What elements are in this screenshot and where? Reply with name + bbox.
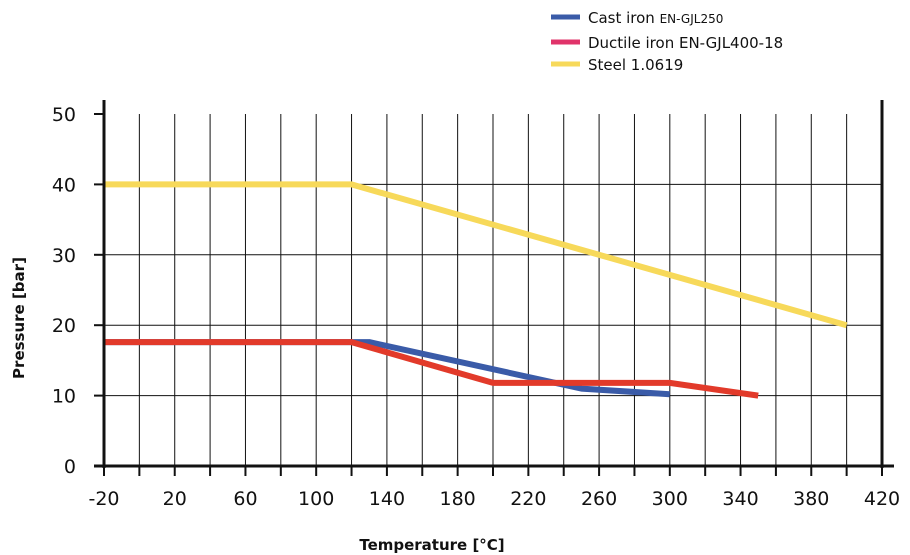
series-line-steel: [104, 181, 848, 329]
x-tick-label: 180: [440, 488, 476, 510]
x-tick-label: 260: [581, 488, 617, 510]
legend: Cast iron EN-GJL250 Ductile iron EN-GJL40…: [551, 9, 783, 74]
legend-item: Steel 1.0619: [551, 56, 683, 74]
tick-labels: -20 20 60 100 140 180 220 260 300 340 380 420 0 10 20 3…: [52, 104, 900, 510]
y-tick-label: 50: [52, 104, 76, 126]
axes: [94, 100, 894, 476]
x-tick-label: 100: [298, 488, 334, 510]
x-tick-label: 220: [510, 488, 546, 510]
x-tick-label: 300: [652, 488, 688, 510]
x-tick-label: 140: [369, 488, 405, 510]
legend-label: Ductile iron EN-GJL400-18: [588, 34, 783, 52]
x-tick-label: 420: [864, 488, 900, 510]
series-line-ductile-iron: [104, 339, 759, 399]
series-layer: [104, 181, 848, 399]
legend-label: Cast iron EN-GJL250: [588, 9, 723, 27]
legend-item: Ductile iron EN-GJL400-18: [551, 34, 783, 52]
x-tick-label: -20: [88, 488, 119, 510]
x-tick-label: 340: [722, 488, 758, 510]
y-tick-label: 20: [52, 315, 76, 337]
x-tick-label: 380: [793, 488, 829, 510]
legend-label: Steel 1.0619: [588, 56, 683, 74]
y-tick-label: 10: [52, 386, 76, 408]
grid: [104, 114, 882, 466]
x-axis-title: Temperature [°C]: [359, 536, 504, 554]
y-tick-label: 40: [52, 174, 76, 196]
y-axis-title: Pressure [bar]: [10, 257, 28, 379]
y-tick-label: 0: [64, 456, 76, 478]
legend-item: Cast iron EN-GJL250: [551, 9, 723, 27]
x-tick-label: 20: [163, 488, 187, 510]
y-tick-label: 30: [52, 245, 76, 267]
x-tick-label: 60: [233, 488, 257, 510]
